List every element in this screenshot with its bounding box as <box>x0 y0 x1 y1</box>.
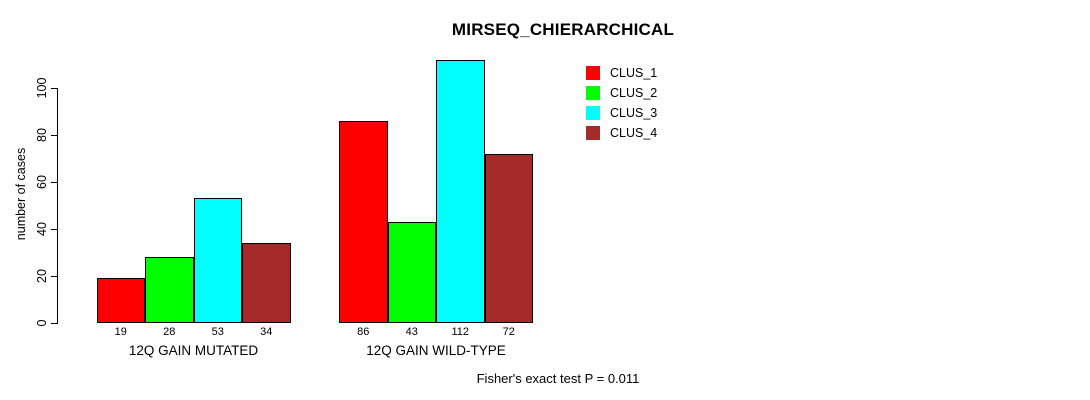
chart-title: MIRSEQ_CHIERARCHICAL <box>451 20 675 39</box>
bar-value-label: 53 <box>211 326 224 338</box>
y-axis-tick <box>51 87 58 89</box>
y-axis-tick-label: 80 <box>35 128 49 142</box>
bar-value-label: 72 <box>502 326 515 338</box>
x-axis-category-label: 12Q GAIN MUTATED <box>128 343 259 358</box>
bar-clus_2 <box>145 257 194 323</box>
bar-value-label: 43 <box>405 326 418 338</box>
bar-value-label: 28 <box>163 326 176 338</box>
y-axis-tick-label: 60 <box>35 175 49 189</box>
bar-clus_1 <box>96 278 145 323</box>
bar-value-label: 34 <box>260 326 273 338</box>
legend-label: CLUS_3 <box>610 106 658 120</box>
bar-clus_4 <box>484 153 533 323</box>
y-axis-tick <box>51 181 58 183</box>
y-axis-tick-label: 20 <box>35 269 49 283</box>
y-axis-tick <box>51 228 58 230</box>
bar-clus_3 <box>436 59 485 323</box>
legend-item-clus_3: CLUS_3 <box>586 103 657 123</box>
legend-item-clus_2: CLUS_2 <box>586 83 657 103</box>
legend-color-swatch <box>586 126 600 140</box>
y-axis-title: number of cases <box>14 147 28 241</box>
legend-color-swatch <box>586 86 600 100</box>
legend-color-swatch <box>586 106 600 120</box>
x-axis-category-label: 12Q GAIN WILD-TYPE <box>366 343 506 358</box>
bar-value-label: 86 <box>357 326 370 338</box>
legend-item-clus_1: CLUS_1 <box>586 63 657 83</box>
bar-clus_2 <box>387 221 436 323</box>
y-axis-tick-label: 100 <box>35 77 49 99</box>
y-axis-tick <box>51 134 58 136</box>
y-axis-tick-label: 0 <box>35 319 49 327</box>
bar-clus_3 <box>193 198 242 323</box>
legend-label: CLUS_1 <box>610 66 658 80</box>
legend: CLUS_1 CLUS_2 CLUS_3 CLUS_4 <box>586 63 657 143</box>
legend-label: CLUS_4 <box>610 126 658 140</box>
y-axis-line <box>57 88 58 323</box>
legend-label: CLUS_2 <box>610 86 658 100</box>
legend-color-swatch <box>586 66 600 80</box>
bar-clus_1 <box>339 120 388 323</box>
y-axis-tick <box>51 322 58 324</box>
y-axis-tick <box>51 275 58 277</box>
bar-clus_4 <box>242 243 291 323</box>
y-axis-tick-label: 40 <box>35 222 49 236</box>
bar-value-label: 112 <box>451 326 470 338</box>
legend-item-clus_4: CLUS_4 <box>586 123 657 143</box>
annotation-fishers-test: Fisher's exact test P = 0.011 <box>476 371 640 386</box>
bar-value-label: 19 <box>114 326 127 338</box>
